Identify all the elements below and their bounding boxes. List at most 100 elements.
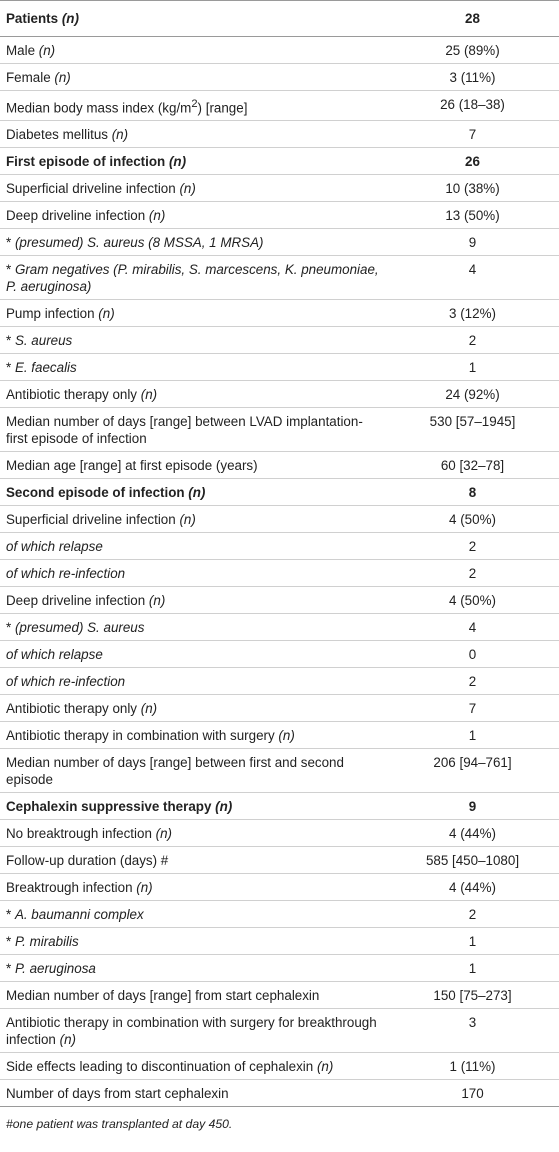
row-label: * (presumed) S. aureus (8 MSSA, 1 MRSA) [0, 228, 386, 257]
row-value: 25 (89%) [386, 36, 559, 64]
row-label-italic: (n) [98, 306, 115, 322]
table-row: Side effects leading to discontinuation … [0, 1052, 559, 1081]
row-label: of which re-infection [0, 559, 386, 588]
table-row: Pump infection (n) 3 (12%) [0, 299, 559, 328]
row-value: 8 [386, 478, 559, 507]
row-value: 2 [386, 900, 559, 929]
row-value: 170 [386, 1079, 559, 1108]
row-label-text: * [6, 235, 15, 251]
row-label-text: Pump infection [6, 306, 99, 322]
row-label: Antibiotic therapy only (n) [0, 694, 386, 723]
row-label: Deep driveline infection (n) [0, 586, 386, 615]
table-row: Deep driveline infection (n) 4 (50%) [0, 586, 559, 615]
row-label: Median number of days [range] from start… [0, 981, 386, 1010]
row-value: 4 (50%) [386, 505, 559, 534]
row-value: 206 [94–761] [386, 748, 559, 794]
table-row: of which relapse 2 [0, 532, 559, 561]
row-value: 1 (11%) [386, 1052, 559, 1081]
row-label-text: * [6, 333, 15, 349]
table-row: Median number of days [range] from start… [0, 981, 559, 1010]
row-label: * E. faecalis [0, 353, 386, 382]
table-row: Superficial driveline infection (n) 10 (3… [0, 174, 559, 203]
table-row: * (presumed) S. aureus 4 [0, 613, 559, 642]
table-row: Deep driveline infection (n) 13 (50%) [0, 201, 559, 230]
row-value: 2 [386, 559, 559, 588]
row-label-text: Median body mass index (kg/m [6, 100, 192, 116]
row-label-text: Antibiotic therapy in combination with s… [6, 728, 279, 744]
row-label-text: Deep driveline infection [6, 208, 149, 224]
row-value: 24 (92%) [386, 380, 559, 409]
table-row: of which re-infection 2 [0, 559, 559, 588]
row-value: 4 [386, 613, 559, 642]
row-label: No breaktrough infection (n) [0, 819, 386, 848]
table-row: Median body mass index (kg/m2) [range] 26… [0, 90, 559, 122]
row-label-italic: (presumed) S. aureus [14, 620, 145, 636]
row-value: 60 [32–78] [386, 451, 559, 480]
row-label-text: Antibiotic therapy only [6, 387, 141, 403]
row-label-italic: (n) [136, 880, 153, 896]
row-label: Superficial driveline infection (n) [0, 505, 386, 534]
row-label-text: Second episode of infection [6, 485, 189, 501]
row-label-text: Antibiotic therapy only [6, 701, 141, 717]
row-label-italic: (n) [59, 1032, 76, 1048]
table-row: * (presumed) S. aureus (8 MSSA, 1 MRSA) 9 [0, 228, 559, 257]
table-row: Breaktrough infection (n) 4 (44%) [0, 873, 559, 902]
row-value: 4 (50%) [386, 586, 559, 615]
header-value: 28 [386, 0, 559, 37]
row-label: * P. aeruginosa [0, 954, 386, 983]
table-row: Antibiotic therapy in combination with s… [0, 1008, 559, 1054]
row-value: 150 [75–273] [386, 981, 559, 1010]
row-label-italic: (n) [111, 127, 129, 143]
row-label-italic: P. mirabilis [14, 934, 79, 950]
table-row: * E. faecalis 1 [0, 353, 559, 382]
row-label-italic: (n) [316, 1059, 334, 1075]
row-value: 4 [386, 255, 559, 301]
row-label: Side effects leading to discontinuation … [0, 1052, 386, 1081]
table-row: * A. baumanni complex 2 [0, 900, 559, 929]
row-value: 3 [386, 1008, 559, 1054]
row-label: Median number of days [range] between LV… [0, 407, 386, 453]
row-label-text: * [6, 262, 15, 278]
row-label-italic: (n) [54, 70, 71, 85]
row-label-italic: (n) [179, 181, 196, 197]
row-label-italic: (n) [148, 593, 166, 609]
row-label-italic: E. faecalis [14, 360, 77, 376]
row-value: 585 [450–1080] [386, 846, 559, 875]
row-label: Antibiotic therapy only (n) [0, 380, 386, 409]
row-label-italic: Gram negatives (P. mirabilis, S. marcesc… [6, 262, 379, 295]
row-label-text: No breaktrough infection [6, 826, 156, 842]
row-label-text: Median number of days [range] between fi… [6, 755, 344, 788]
table-row: * S. aureus 2 [0, 326, 559, 355]
row-label: Deep driveline infection (n) [0, 201, 386, 230]
row-label-text: Superficial driveline infection [6, 512, 180, 528]
row-label-italic: of which re-infection [6, 674, 126, 690]
row-label: Diabetes mellitus (n) [0, 120, 386, 149]
row-label: Follow-up duration (days) # [0, 846, 386, 875]
table-row: Median number of days [range] between LV… [0, 407, 559, 453]
row-label-text: Median age [range] at first episode (yea… [6, 458, 258, 474]
row-value: 7 [386, 120, 559, 149]
table-row: Male (n) 25 (89%) [0, 36, 559, 64]
row-value: 26 (18–38) [386, 90, 559, 122]
row-label-text: Breaktrough infection [6, 880, 137, 896]
row-label-italic: (n) [38, 43, 56, 58]
row-label: * P. mirabilis [0, 927, 386, 956]
row-label: Pump infection (n) [0, 299, 386, 328]
row-label-italic: (presumed) S. aureus (8 MSSA, 1 MRSA) [14, 235, 264, 251]
table-row: * P. mirabilis 1 [0, 927, 559, 956]
row-label: * (presumed) S. aureus [0, 613, 386, 642]
header-n-marker: (n) [61, 11, 79, 26]
row-label-text: * [6, 907, 15, 923]
row-value: 3 (12%) [386, 299, 559, 328]
row-label: Female (n) [0, 63, 386, 91]
row-label-italic: (n) [188, 485, 206, 501]
row-label: Number of days from start cephalexin [0, 1079, 386, 1108]
row-label: Antibiotic therapy in combination with s… [0, 721, 386, 750]
table-row: Superficial driveline infection (n) 4 (50… [0, 505, 559, 534]
row-label: * S. aureus [0, 326, 386, 355]
row-label: Superficial driveline infection (n) [0, 174, 386, 203]
row-label-text: Diabetes mellitus [6, 127, 112, 143]
patient-characteristics-table: Patients (n) 28 Male (n) 25 (89%) Female (… [0, 0, 559, 1108]
row-value: 26 [386, 147, 559, 176]
row-label: of which relapse [0, 532, 386, 561]
